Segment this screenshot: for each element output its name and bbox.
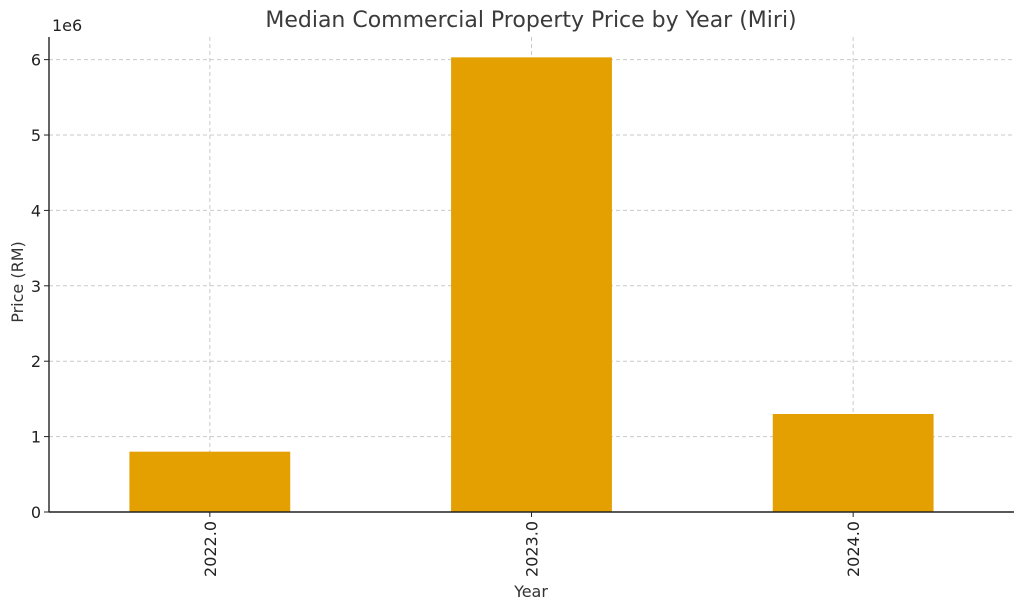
x-tick-label: 2023.0 [523,521,542,577]
x-tick-label: 2024.0 [844,521,863,577]
y-tick-label: 3 [31,277,41,296]
y-axis-label: Price (RM) [8,241,27,323]
bar-2024-0 [772,413,934,512]
x-tick-label: 2022.0 [201,521,220,577]
y-tick-label: 0 [31,503,41,522]
y-tick-label: 4 [31,201,41,220]
y-tick-label: 5 [31,126,41,145]
y-tick-label: 1 [31,428,41,447]
x-axis-label: Year [513,582,548,601]
y-axis-ticks: 0 1 2 3 4 5 6 [31,51,49,522]
y-axis-multiplier-label: 1e6 [52,16,82,35]
x-axis-ticks: 2022.0 2023.0 2024.0 [201,512,863,577]
chart-title: Median Commercial Property Price by Year… [265,8,796,33]
y-tick-label: 6 [31,51,41,70]
bar-2023-0 [451,57,612,512]
bar-2022-0 [129,451,291,512]
bars [129,57,934,512]
y-tick-label: 2 [31,352,41,371]
